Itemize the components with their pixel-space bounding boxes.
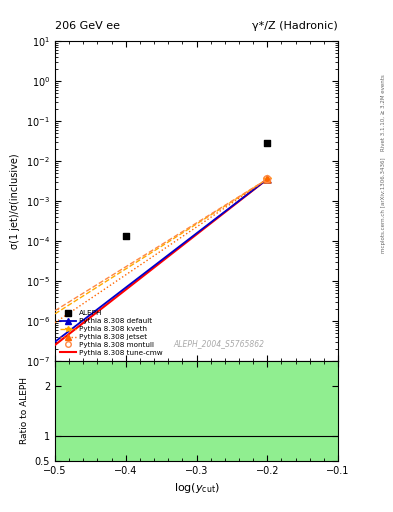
ALEPH bbox=[123, 232, 129, 241]
Text: Rivet 3.1.10, ≥ 3.2M events: Rivet 3.1.10, ≥ 3.2M events bbox=[381, 74, 386, 151]
Text: 206 GeV ee: 206 GeV ee bbox=[55, 22, 120, 31]
Legend: ALEPH, Pythia 8.308 default, Pythia 8.308 kveth, Pythia 8.308 jetset, Pythia 8.3: ALEPH, Pythia 8.308 default, Pythia 8.30… bbox=[59, 309, 164, 357]
Text: γ*/Z (Hadronic): γ*/Z (Hadronic) bbox=[252, 22, 338, 31]
Point bbox=[264, 175, 270, 183]
Point bbox=[264, 175, 270, 183]
Y-axis label: σ(1 jet)/σ(inclusive): σ(1 jet)/σ(inclusive) bbox=[10, 153, 20, 249]
ALEPH bbox=[264, 139, 270, 147]
Y-axis label: Ratio to ALEPH: Ratio to ALEPH bbox=[20, 377, 29, 444]
Text: ALEPH_2004_S5765862: ALEPH_2004_S5765862 bbox=[174, 339, 264, 348]
X-axis label: $\log(y_{\rm cut})$: $\log(y_{\rm cut})$ bbox=[174, 481, 219, 495]
Text: mcplots.cern.ch [arXiv:1306.3436]: mcplots.cern.ch [arXiv:1306.3436] bbox=[381, 157, 386, 252]
Point bbox=[264, 175, 270, 183]
Point bbox=[264, 175, 270, 183]
